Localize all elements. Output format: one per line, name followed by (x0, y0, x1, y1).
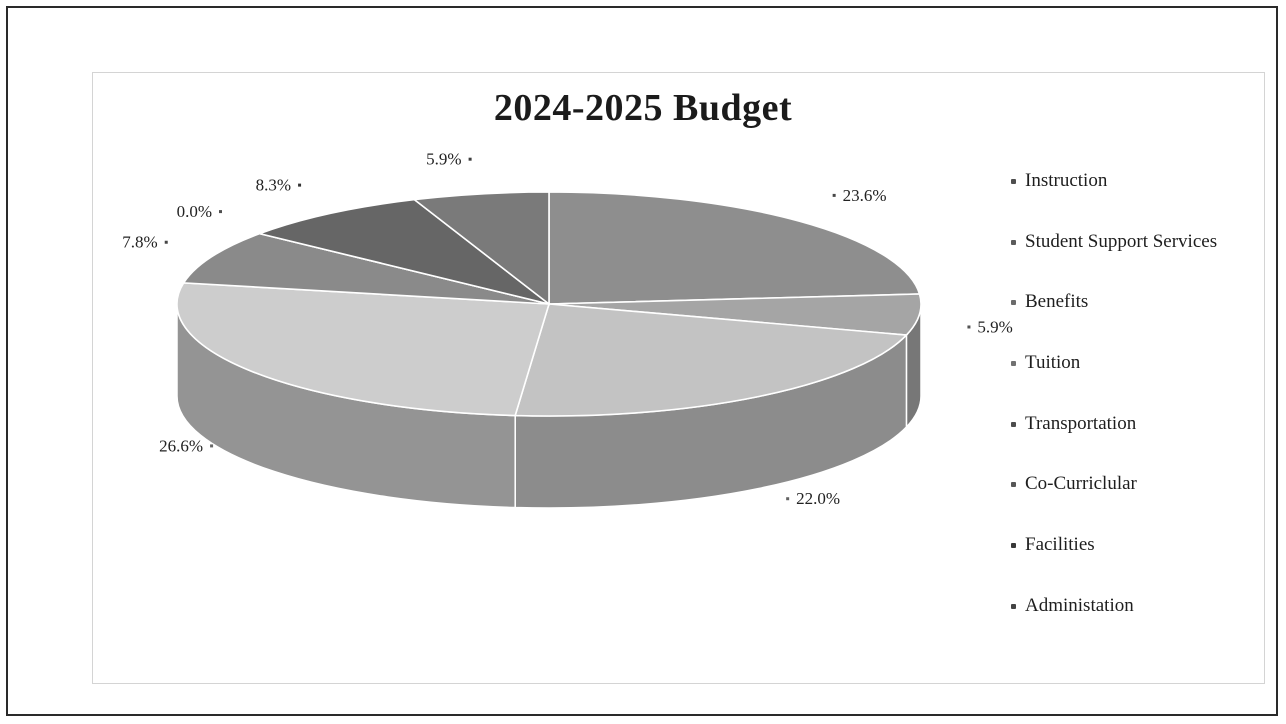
data-label-marker (219, 210, 223, 214)
legend-item-student-support-services: Student Support Services (1008, 231, 1217, 292)
pie-slice-administation (412, 191, 550, 306)
chart-title: 2024-2025 Budget (493, 87, 793, 129)
data-label-marker (298, 183, 302, 187)
legend-item-co-curriclular: Co-Curriclular (1008, 473, 1217, 534)
pie-slices (176, 191, 922, 417)
data-label-text: 26.6% (159, 436, 203, 455)
pie-slice-student-support-services (548, 293, 922, 336)
data-label-text: 7.8% (122, 233, 157, 252)
pie-slice-instruction (548, 191, 921, 305)
data-label-marker (786, 497, 790, 501)
legend-item-administation: Administation (1008, 595, 1217, 656)
legend-label: Co-Curriclular (1025, 473, 1137, 495)
legend-swatch (1011, 421, 1016, 427)
legend-item-facilities: Facilities (1008, 534, 1217, 595)
data-label-marker (164, 240, 168, 244)
data-label-marker (832, 193, 836, 197)
data-label-tuition: 26.6% (159, 436, 214, 455)
legend-item-tuition: Tuition (1008, 352, 1217, 413)
data-label-text: 0.0% (177, 202, 212, 221)
pie-slice-transportation (182, 232, 550, 305)
data-label-marker (967, 325, 971, 329)
data-label-facilities: 8.3% (256, 176, 302, 195)
pie-slice-tuition (176, 282, 551, 417)
legend: Instruction Student Support Services Benef… (1008, 170, 1217, 656)
legend-swatch (1011, 179, 1016, 184)
data-label-administation: 5.9% (426, 150, 472, 169)
legend-label: Facilities (1025, 534, 1095, 556)
data-label-text: 8.3% (256, 176, 291, 195)
legend-swatch (1011, 543, 1016, 549)
legend-swatch (1011, 482, 1016, 488)
legend-swatch (1011, 300, 1016, 306)
legend-item-transportation: Transportation (1008, 413, 1217, 474)
legend-swatch (1011, 361, 1016, 367)
legend-label: Transportation (1025, 412, 1137, 434)
pie-slice-facilities (256, 198, 550, 305)
data-label-instruction: 23.6% (832, 186, 887, 205)
legend-label: Administation (1025, 594, 1134, 616)
pie-slice-benefits (514, 303, 909, 417)
data-label-student-support-services: 5.9% (967, 317, 1013, 336)
legend-label: Student Support Services (1025, 230, 1218, 252)
data-label-marker (210, 444, 214, 448)
legend-swatch (1011, 239, 1016, 245)
data-label-benefits: 22.0% (786, 489, 840, 508)
legend-item-instruction: Instruction (1008, 170, 1217, 231)
data-label-marker (468, 157, 472, 161)
legend-label: Tuition (1025, 352, 1081, 374)
data-label-text: 22.0% (796, 489, 840, 508)
data-label-text: 5.9% (977, 317, 1012, 336)
data-label-transportation: 7.8% (122, 233, 168, 252)
data-labels: 23.6% 5.9% 22.0% 26.6% 7.8% 0.0% 8.3% 5.9% (122, 150, 1013, 509)
data-label-text: 23.6% (843, 186, 887, 205)
legend-swatch (1011, 603, 1016, 609)
data-label-text: 5.9% (426, 150, 461, 169)
data-label-co-curriclular: 0.0% (177, 202, 223, 221)
legend-label: Benefits (1025, 291, 1089, 313)
legend-label: Instruction (1025, 170, 1108, 191)
legend-item-benefits: Benefits (1008, 291, 1217, 352)
